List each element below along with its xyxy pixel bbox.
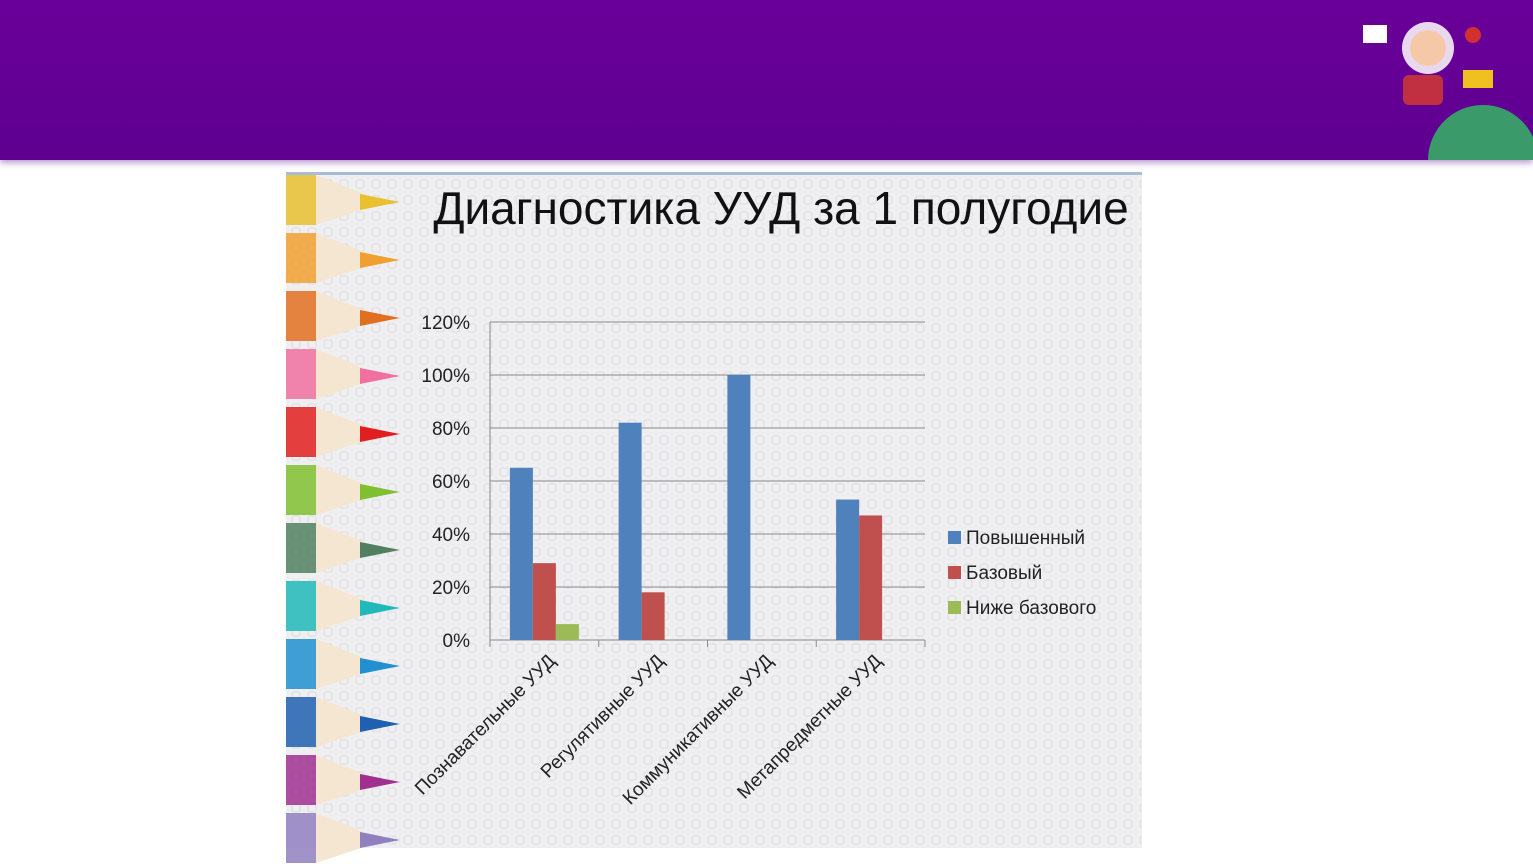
pencil-decoration bbox=[286, 175, 400, 863]
pencil-tip bbox=[360, 600, 400, 616]
bar bbox=[532, 563, 556, 640]
pencil-wood bbox=[316, 581, 385, 631]
legend-label: Повышенный bbox=[966, 528, 1085, 549]
y-tick-label: 60% bbox=[432, 472, 470, 493]
y-tick-label: 40% bbox=[432, 525, 470, 546]
y-tick-label: 0% bbox=[443, 631, 471, 652]
y-tick-label: 100% bbox=[421, 366, 470, 387]
pencil-body bbox=[286, 813, 316, 863]
pencil-wood bbox=[316, 639, 385, 689]
pencil-body bbox=[286, 755, 316, 805]
pencil-tip bbox=[360, 542, 400, 558]
pencil-body bbox=[286, 349, 316, 399]
chart-panel bbox=[286, 172, 1142, 848]
bar bbox=[727, 375, 751, 640]
pencil-wood bbox=[316, 465, 385, 515]
pencil-body bbox=[286, 697, 316, 747]
bar bbox=[836, 499, 860, 640]
y-tick-label: 20% bbox=[432, 578, 470, 599]
pencil-tip bbox=[360, 832, 400, 848]
pencil-wood bbox=[316, 407, 385, 457]
y-tick-label: 120% bbox=[421, 313, 470, 334]
pencil-wood bbox=[316, 349, 385, 399]
pencil-wood bbox=[316, 697, 385, 747]
pencil-body bbox=[286, 465, 316, 515]
y-tick-label: 80% bbox=[432, 419, 470, 440]
pencil-tip bbox=[360, 716, 400, 732]
bar bbox=[618, 422, 642, 640]
pencil-tip bbox=[360, 426, 400, 442]
pencil-wood bbox=[316, 291, 385, 341]
pencil-wood bbox=[316, 755, 385, 805]
legend-swatch bbox=[948, 531, 961, 544]
pencil-tip bbox=[360, 774, 400, 790]
pencil-tip bbox=[360, 368, 400, 384]
pencil-tip bbox=[360, 310, 400, 326]
pencil-body bbox=[286, 233, 316, 283]
bar bbox=[859, 515, 883, 640]
pencil-wood bbox=[316, 813, 385, 863]
bar bbox=[555, 624, 579, 640]
pencil-body bbox=[286, 407, 316, 457]
chart-title: Диагностика УУД за 1 полугодие bbox=[433, 182, 1129, 234]
pencil-tip bbox=[360, 484, 400, 500]
pencil-tip bbox=[360, 194, 400, 210]
bar bbox=[641, 592, 665, 640]
pencil-tip bbox=[360, 252, 400, 268]
pencil-body bbox=[286, 581, 316, 631]
header-bar bbox=[0, 0, 1533, 160]
pencil-body bbox=[286, 291, 316, 341]
bar bbox=[509, 467, 533, 640]
chart-background bbox=[286, 175, 1142, 848]
legend-label: Ниже базового bbox=[966, 598, 1096, 619]
decoration bbox=[1363, 22, 1533, 160]
legend-swatch bbox=[948, 601, 961, 614]
pencil-body bbox=[286, 175, 316, 225]
legend-swatch bbox=[948, 566, 961, 579]
pencil-wood bbox=[316, 175, 385, 225]
pencil-tip bbox=[360, 658, 400, 674]
pencil-body bbox=[286, 523, 316, 573]
legend-label: Базовый bbox=[966, 563, 1042, 584]
pencil-wood bbox=[316, 523, 385, 573]
pencil-body bbox=[286, 639, 316, 689]
pencil-wood bbox=[316, 233, 385, 283]
